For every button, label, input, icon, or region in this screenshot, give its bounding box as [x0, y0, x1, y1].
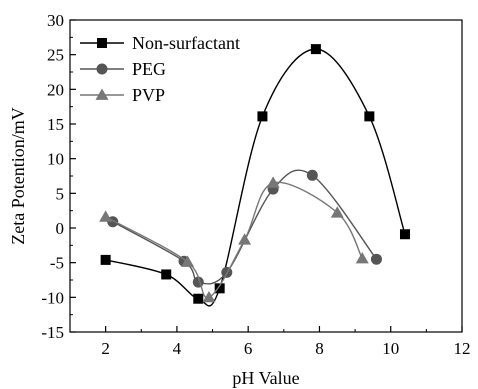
y-tick-label: 20	[47, 80, 64, 99]
data-point	[193, 293, 204, 304]
data-point	[364, 111, 375, 122]
data-point	[370, 253, 382, 265]
data-point	[214, 283, 225, 294]
legend: Non-surfactant PEG PVP	[80, 33, 240, 105]
data-point	[257, 111, 268, 122]
x-tick-label: 2	[101, 339, 110, 358]
data-point	[310, 44, 321, 55]
data-point	[181, 255, 195, 267]
plot-border	[69, 19, 463, 333]
x-tick-label: 8	[315, 339, 324, 358]
y-tick-label: 15	[47, 115, 64, 134]
y-tick-label: 30	[47, 11, 64, 30]
x-axis-title: pH Value	[232, 368, 299, 388]
y-tick-label: 5	[56, 184, 65, 203]
series-line	[112, 169, 378, 285]
data-point	[202, 290, 216, 303]
data-point	[355, 252, 369, 264]
legend-marker	[97, 38, 107, 48]
data-point	[306, 169, 318, 181]
y-tick-label: -10	[41, 288, 64, 307]
legend-item: Non-surfactant	[80, 33, 240, 53]
legend-marker	[95, 88, 109, 100]
plot-frame	[69, 19, 463, 333]
legend-label: Non-surfactant	[132, 33, 240, 53]
x-tick-label: 6	[244, 339, 253, 358]
data-point	[161, 269, 172, 280]
x-tick-label: 10	[382, 339, 399, 358]
legend-marker	[96, 63, 108, 75]
y-tick-label: 10	[47, 150, 64, 169]
series-line	[105, 181, 363, 299]
legend-label: PVP	[132, 85, 165, 105]
x-axis-ticks: 2 4 6 8 10 12	[69, 326, 471, 358]
y-axis-ticks: -15 -10 -5 0 5 10 15 20 25 30	[41, 11, 76, 342]
data-point	[99, 210, 113, 222]
y-axis-title: Zeta Potention/mV	[8, 107, 28, 244]
x-tick-label: 12	[454, 339, 471, 358]
x-tick-label: 4	[173, 339, 182, 358]
legend-label: PEG	[132, 59, 166, 79]
legend-item: PVP	[80, 85, 165, 105]
y-tick-label: -5	[50, 254, 64, 273]
legend-item: PEG	[80, 59, 166, 79]
series-peg	[107, 169, 382, 288]
y-tick-label: 0	[56, 219, 65, 238]
series-layer	[99, 44, 410, 307]
y-tick-label: 25	[47, 46, 64, 65]
data-point	[266, 176, 280, 188]
data-point	[238, 233, 252, 245]
y-tick-label: -15	[41, 323, 64, 342]
series-pvp	[99, 176, 369, 303]
data-point	[330, 206, 344, 218]
data-point	[100, 254, 111, 265]
series-non-surfactant	[100, 44, 410, 307]
data-point	[399, 229, 410, 240]
